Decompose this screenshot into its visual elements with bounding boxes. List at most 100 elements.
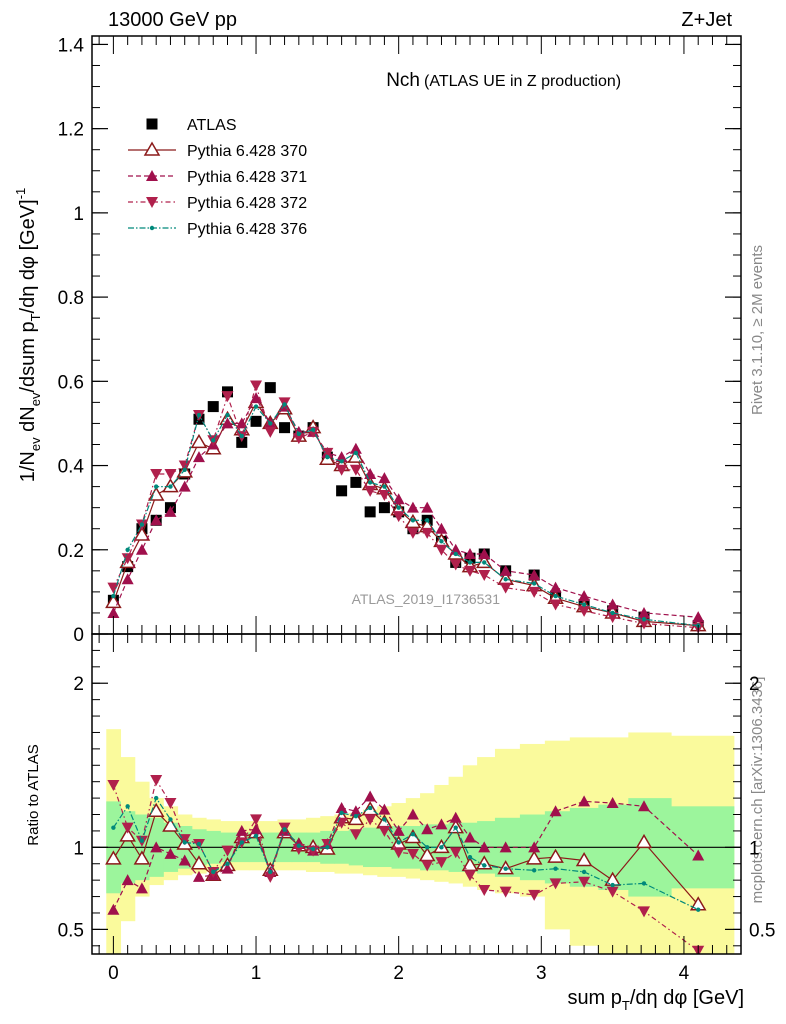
point-s376 (581, 602, 587, 607)
point-s370 (547, 848, 564, 863)
point-data (279, 422, 291, 434)
point-s371 (435, 818, 448, 830)
point-s371 (235, 824, 248, 836)
point-s372 (478, 570, 491, 582)
point-data (364, 506, 376, 518)
legend: ATLAS Pythia 6.428 370 Pythia 6.428 371 Pyt… (128, 117, 307, 238)
point-s376 (339, 810, 344, 816)
ratio-y-tick-label-right: 0.5 (749, 920, 775, 941)
legend-entry-s371: Pythia 6.428 371 (128, 169, 307, 186)
legend-marker (146, 170, 158, 181)
point-s370 (404, 828, 422, 844)
point-s372 (421, 860, 434, 872)
point-s376 (553, 593, 558, 599)
point-s372 (121, 553, 134, 565)
point-s376 (396, 840, 401, 845)
point-s372 (107, 779, 120, 791)
point-s376 (296, 843, 302, 848)
point-s371 (421, 823, 434, 835)
point-s372 (150, 775, 163, 787)
point-s372 (638, 906, 651, 918)
point-s371 (638, 606, 651, 618)
point-data (236, 436, 248, 448)
point-s376 (268, 869, 273, 875)
point-s376 (168, 484, 173, 489)
point-s376 (641, 881, 647, 886)
point-s372 (292, 433, 305, 445)
point-s376 (696, 907, 701, 912)
point-s372 (264, 871, 277, 883)
legend-entry-s370: Pythia 6.428 370 (128, 141, 307, 160)
x-tick-label: 4 (679, 963, 690, 984)
point-s376 (367, 805, 373, 811)
x-tick-label: 3 (536, 963, 547, 984)
point-s372 (321, 447, 334, 459)
point-s376 (153, 484, 159, 489)
point-s376 (531, 868, 537, 873)
point-s376 (125, 547, 130, 552)
main-plot: ATLAS Pythia 6.428 370 Pythia 6.428 371 Pyt… (58, 35, 742, 646)
point-s372 (178, 460, 191, 472)
legend-entry-s372: Pythia 6.428 372 (128, 195, 307, 212)
point-s372 (392, 511, 405, 523)
point-s372 (307, 426, 320, 438)
point-s372 (449, 847, 462, 859)
point-s372 (406, 848, 419, 860)
point-s372 (378, 825, 391, 837)
y-tick-label: 0.6 (58, 372, 84, 393)
point-s376 (531, 581, 537, 586)
point-s371 (164, 847, 177, 859)
ratio-y-tick-label-right: 1 (749, 838, 760, 859)
point-s376 (253, 404, 259, 409)
point-s370 (525, 850, 543, 865)
series-s372 (107, 775, 705, 954)
ratio-y-label: Ratio to ATLAS (25, 744, 42, 845)
point-s376 (325, 454, 330, 460)
analysis-watermark: ATLAS_2019_I1736531 (352, 591, 501, 607)
point-s371 (107, 606, 120, 618)
point-s372 (349, 829, 362, 841)
point-s371 (421, 501, 434, 513)
point-s371 (178, 854, 191, 866)
point-s371 (178, 480, 191, 492)
point-s372 (321, 839, 334, 851)
y-tick-label: 0 (73, 625, 84, 646)
point-s372 (549, 599, 562, 611)
point-s370 (475, 855, 493, 870)
point-s371 (499, 564, 512, 576)
point-s371 (463, 831, 476, 843)
point-data (350, 476, 362, 488)
x-tick-label: 2 (393, 963, 404, 984)
series-line-s370 (112, 808, 699, 906)
point-s376 (424, 518, 430, 523)
svg-text:1/Nev dNev/dsum pT/dη dφ [GeV]: 1/Nev dNev/dsum pT/dη dφ [GeV]-1 (13, 188, 43, 483)
point-s371 (449, 811, 462, 823)
point-s372 (349, 464, 362, 476)
point-s376 (139, 522, 145, 527)
point-s371 (121, 874, 134, 886)
point-s371 (364, 790, 377, 802)
legend-label: Pythia 6.428 372 (187, 195, 307, 212)
legend-entry-data: ATLAS (146, 117, 237, 134)
point-s372 (250, 380, 263, 392)
point-s376 (453, 825, 458, 830)
legend-label: Pythia 6.428 370 (187, 143, 307, 160)
legend-entry-s376: Pythia 6.428 376 (128, 221, 307, 238)
point-s371 (578, 590, 591, 602)
point-s376 (196, 841, 202, 847)
point-s372 (463, 565, 476, 577)
point-s376 (182, 467, 187, 472)
point-s376 (353, 450, 359, 456)
y-tick-label: 0.2 (58, 541, 84, 562)
point-s376 (125, 804, 130, 809)
point-s376 (410, 518, 416, 523)
point-s371 (406, 501, 419, 513)
point-s370 (347, 448, 365, 463)
point-s371 (135, 882, 148, 894)
ratio-y-tick-label-right: 2 (749, 674, 760, 695)
plot-title: Nch (386, 70, 420, 91)
point-s371 (528, 569, 541, 581)
point-s376 (111, 593, 116, 599)
point-s376 (282, 402, 287, 407)
point-s372 (121, 822, 134, 834)
